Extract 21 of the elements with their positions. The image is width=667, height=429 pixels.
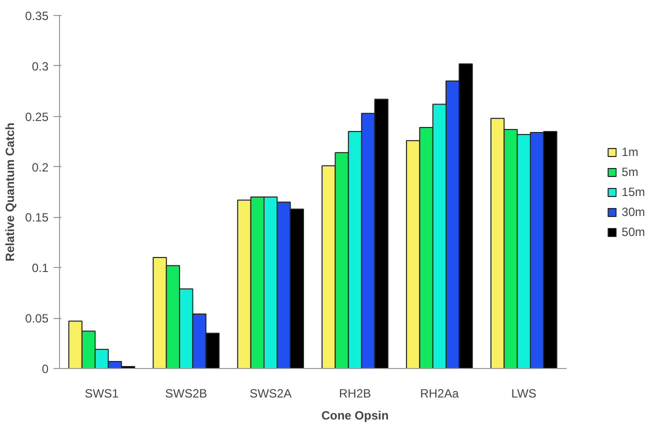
x-tick-label: RH2B	[338, 386, 372, 400]
x-tick-label: SWS1	[84, 386, 120, 400]
y-tick-label: 0.3	[32, 59, 49, 74]
y-axis-title: Relative Quantum Catch	[3, 122, 18, 262]
y-tick-label: 0.35	[25, 9, 49, 23]
legend-label: 15m	[622, 184, 645, 198]
y-tick-label: 0.2	[32, 160, 49, 174]
y-tick-label: 0	[42, 362, 49, 376]
y-tick-label: 0.05	[25, 312, 49, 326]
legend-label: 50m	[622, 224, 645, 238]
x-axis-title: Cone Opsin	[321, 408, 389, 422]
x-tick-label: SWS2A	[250, 386, 292, 400]
legend-label: 30m	[622, 204, 645, 218]
y-tick-label: 0.25	[25, 110, 49, 124]
legend-label: 1m	[622, 144, 640, 158]
x-tick-label: LWS	[511, 386, 536, 400]
legend-label: 5m	[622, 164, 640, 178]
y-tick-label: 0.15	[25, 210, 49, 225]
x-tick-label: RH2Aa	[420, 386, 460, 400]
y-tick-label: 0.1	[32, 261, 49, 276]
x-tick-label: SWS2B	[165, 386, 208, 400]
